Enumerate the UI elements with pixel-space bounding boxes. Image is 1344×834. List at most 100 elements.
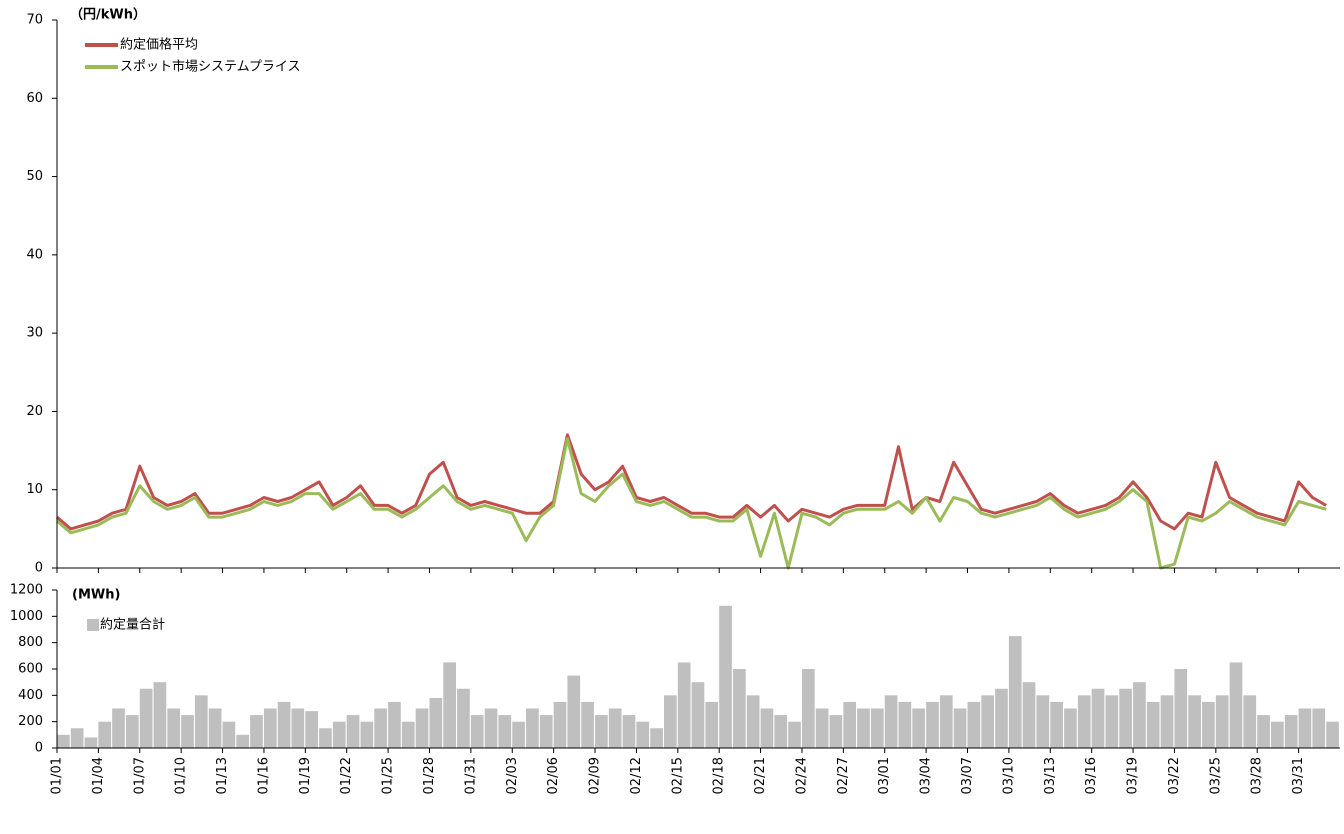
x-tick-label: 02/03 (505, 757, 520, 794)
y-tick-label: 50 (26, 169, 43, 184)
y-tick-label: 200 (18, 714, 43, 729)
bar (1133, 682, 1146, 748)
x-tick-label: 01/16 (256, 757, 271, 794)
x-tick-label: 03/13 (1043, 757, 1058, 794)
bar (277, 701, 291, 748)
bar (512, 721, 525, 748)
x-tick-label: 03/19 (1126, 757, 1141, 794)
x-tick-label: 03/22 (1167, 757, 1182, 794)
y-axis-label: （円/kWh） (70, 7, 146, 23)
bar (829, 715, 843, 748)
bar (346, 715, 360, 748)
bar (650, 728, 663, 748)
x-tick-label: 03/25 (1208, 757, 1223, 794)
bar (1188, 695, 1201, 748)
bar (926, 701, 939, 748)
x-tick-label: 01/10 (174, 757, 189, 794)
y-tick-label: 0 (35, 561, 43, 576)
bar (857, 708, 870, 748)
x-tick-label: 03/28 (1250, 757, 1265, 794)
bar (470, 715, 484, 748)
x-tick-label: 03/01 (877, 757, 892, 794)
bar (553, 701, 567, 748)
bar (898, 701, 912, 748)
legend-label: 約定量合計 (100, 617, 165, 633)
bar (567, 675, 581, 748)
x-tick-label: 01/22 (339, 757, 354, 794)
bar (263, 708, 277, 748)
x-tick-label: 02/06 (546, 757, 561, 794)
y-tick-label: 1200 (10, 583, 43, 598)
bar (622, 715, 636, 748)
bar (360, 721, 374, 748)
x-tick-label: 02/09 (588, 757, 603, 794)
bar (1064, 708, 1077, 748)
bar (1257, 715, 1270, 748)
x-tick-label: 02/12 (629, 757, 644, 794)
bar (222, 721, 236, 748)
x-tick-label: 02/24 (794, 757, 809, 794)
bar (401, 721, 415, 748)
bar (595, 715, 608, 748)
bar (981, 695, 995, 748)
bar (484, 708, 498, 748)
x-tick-label: 01/31 (463, 757, 478, 794)
bar (939, 695, 953, 748)
bar (429, 697, 443, 748)
y-tick-label: 70 (26, 13, 43, 28)
bar (788, 721, 801, 748)
x-tick-label: 01/13 (215, 757, 230, 794)
bar (581, 701, 594, 748)
bar (208, 708, 222, 748)
bar (98, 721, 112, 748)
bar (1022, 682, 1036, 748)
bar (967, 701, 981, 748)
bar (332, 721, 346, 748)
bar (691, 682, 705, 748)
bar (1077, 695, 1091, 748)
bar (912, 708, 926, 748)
y-tick-label: 600 (18, 662, 43, 677)
x-tick-label: 02/21 (753, 757, 768, 794)
bar (319, 728, 332, 748)
bar (457, 688, 470, 748)
bar (415, 708, 429, 748)
x-tick-label: 03/07 (960, 757, 975, 794)
bar (57, 734, 70, 748)
x-tick-label: 03/04 (919, 757, 934, 794)
y-tick-label: 0 (35, 741, 43, 756)
bar (194, 695, 208, 748)
bar (1146, 701, 1160, 748)
x-tick-label: 03/31 (1291, 757, 1306, 794)
bar (801, 669, 815, 748)
bar (1119, 688, 1132, 748)
bar (70, 728, 84, 748)
y-tick-label: 400 (18, 688, 43, 703)
legend-label: スポット市場システムプライス (120, 59, 300, 75)
bar (305, 711, 319, 748)
bar (1326, 721, 1339, 748)
bar (677, 662, 691, 748)
bar (1202, 701, 1215, 748)
x-tick-label: 01/28 (422, 757, 437, 794)
bar (498, 715, 512, 748)
legend-label: 約定価格平均 (120, 37, 198, 53)
bar (1229, 662, 1243, 748)
bar (1160, 695, 1174, 748)
y-tick-label: 10 (26, 482, 43, 497)
bar (374, 708, 387, 748)
y-tick-label: 20 (26, 404, 43, 419)
bar (84, 737, 98, 748)
bar (153, 682, 167, 748)
bar (636, 721, 650, 748)
bar (1243, 695, 1257, 748)
bar (705, 701, 719, 748)
x-tick-label: 02/18 (712, 757, 727, 794)
y-tick-label: 30 (26, 326, 43, 341)
bar (843, 701, 857, 748)
bar (539, 715, 553, 748)
y-tick-label: 1000 (10, 609, 43, 624)
y-axis-label: (MWh) (72, 588, 120, 603)
bar (664, 695, 677, 748)
